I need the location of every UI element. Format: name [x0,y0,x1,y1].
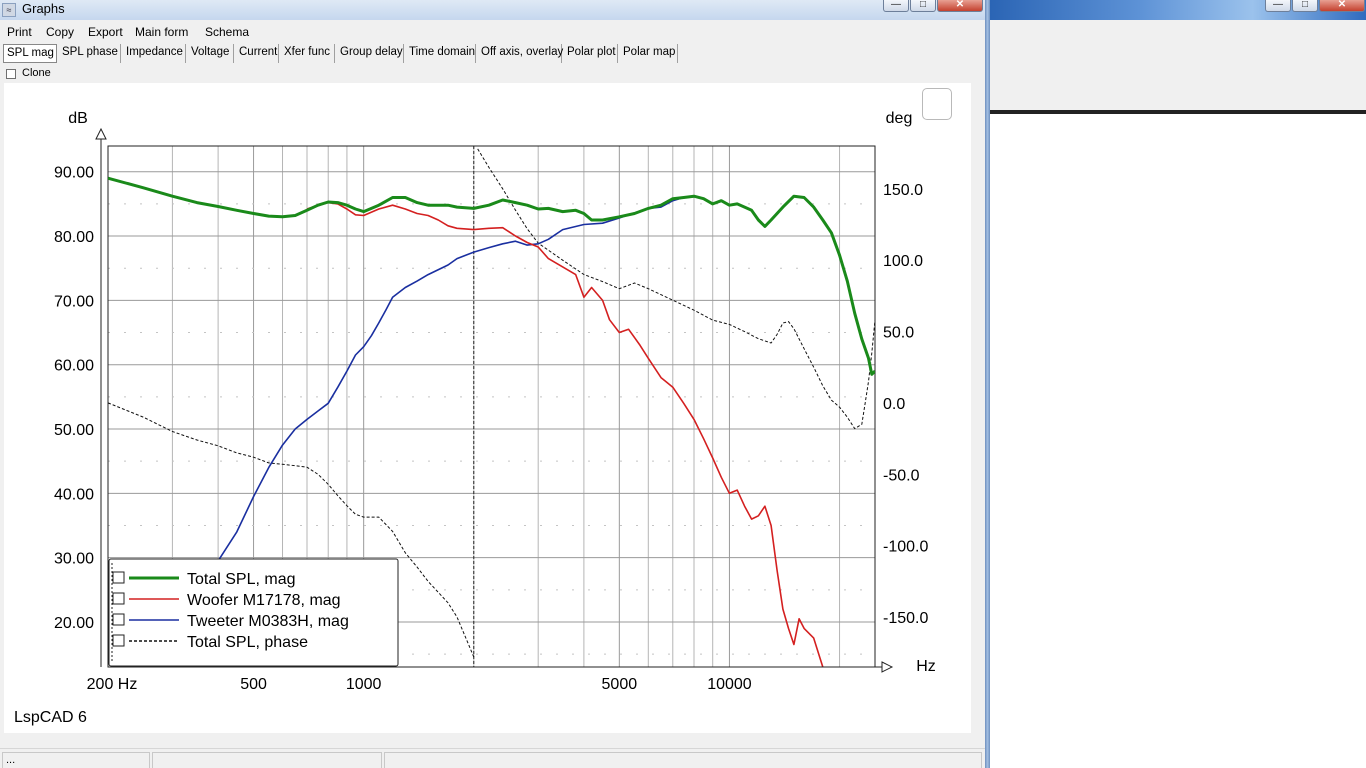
x-tick-label: 500 [240,676,267,693]
tab-xfer-func[interactable]: Xfer func [281,44,335,63]
legend-label: Woofer M17178, mag [187,592,341,609]
tab-polar-plot[interactable]: Polar plot [564,44,618,63]
legend-label: Total SPL, phase [187,634,308,651]
y-left-tick-label: 90.00 [54,165,94,182]
tab-spl-mag[interactable]: SPL mag [3,44,57,63]
app-graph-icon: ≈ [2,3,16,17]
corner-button[interactable] [922,88,952,120]
tab-voltage[interactable]: Voltage [188,44,234,63]
menu-copy[interactable]: Copy [46,25,75,39]
tab-group-delay[interactable]: Group delay [337,44,404,63]
y-left-tick-label: 40.00 [54,486,94,503]
y-right-tick-label: 50.0 [883,325,914,342]
bg-close-button[interactable]: ✕ [1319,0,1365,12]
tab-polar-map[interactable]: Polar map [620,44,678,63]
y-right-tick-label: -150.0 [883,610,928,627]
menu-export[interactable]: Export [88,25,123,39]
series-line-1 [306,201,824,667]
legend-label: Tweeter M0383H, mag [187,613,349,630]
tab-time-domain[interactable]: Time domain [406,44,476,63]
menu-bar: Print Copy Export Main form Schema [0,22,985,42]
series-layer [108,148,875,667]
tab-spl-phase[interactable]: SPL phase [59,44,121,63]
y-left-tick-label: 50.00 [54,422,94,439]
axes: 90.00 80.00 70.00 60.00 50.00 40.00 30.00 20.00… [54,110,936,693]
series-line-3 [108,148,875,658]
legend-checkbox [112,634,125,647]
plot-panel: 90.00 80.00 70.00 60.00 50.00 40.00 30.00 20.00… [4,83,971,733]
y-right-tick-label: 100.0 [883,253,923,270]
y-right-tick-label: -50.0 [883,467,920,484]
legend: Total SPL, mag Woofer M17178, mag Tweeter … [108,558,399,667]
x-tick-label: 1000 [346,676,382,693]
menu-print[interactable]: Print [7,25,32,39]
y-left-tick-label: 70.00 [54,293,94,310]
legend-checkbox [112,592,125,605]
status-cell-right [384,752,982,768]
y-right-tick-label: 150.0 [883,182,923,199]
series-line-2 [217,196,684,562]
menu-schema[interactable]: Schema [205,25,250,39]
y-left-tick-label: 60.00 [54,358,94,375]
x-tick-label: 5000 [602,676,638,693]
y-left-tick-label: 30.00 [54,551,94,568]
x-axis-arrow-head [881,661,894,673]
y-left-tick-label: 80.00 [54,229,94,246]
legend-checkbox [112,613,125,626]
bg-maximize-button[interactable]: □ [1292,0,1318,12]
close-button[interactable]: ✕ [937,0,983,12]
status-bar: ... [0,748,985,768]
background-window-toolbar [990,20,1366,112]
x-tick-label: 200 Hz [87,676,138,693]
y-right-tick-label: 0.0 [883,396,905,413]
watermark-label: LspCAD 6 [14,709,87,726]
tab-current[interactable]: Current [236,44,279,63]
menu-main-form[interactable]: Main form [135,25,189,39]
tab-off-axis-overlay[interactable]: Off axis, overlay [478,44,563,63]
minimize-button[interactable]: — [883,0,909,12]
legend-label: Total SPL, mag [187,571,296,588]
spl-chart: 90.00 80.00 70.00 60.00 50.00 40.00 30.00 20.00… [14,110,936,726]
y-right-axis-title: deg [886,110,913,127]
background-window-divider [990,110,1366,114]
status-cell-left: ... [2,752,150,768]
y-right-tick-label: -100.0 [883,539,928,556]
legend-box [108,558,399,667]
graph-tabs: SPL mag SPL phase Impedance Voltage Curr… [0,43,985,63]
x-tick-label: 10000 [707,676,752,693]
window-title: Graphs [22,1,65,16]
status-cell-middle [152,752,382,768]
bg-minimize-button[interactable]: — [1265,0,1291,12]
clone-label: Clone [22,67,51,79]
clone-checkbox[interactable] [6,69,16,79]
y-left-axis-title: dB [68,110,88,127]
tab-impedance[interactable]: Impedance [123,44,186,63]
series-line-0 [108,176,875,376]
legend-checkbox [112,571,125,584]
window-border [985,0,990,768]
x-axis-title: Hz [916,658,936,675]
background-window [990,20,1366,768]
maximize-button[interactable]: □ [910,0,936,12]
y-left-tick-label: 20.00 [54,615,94,632]
y-axis-arrow-head [95,127,107,140]
